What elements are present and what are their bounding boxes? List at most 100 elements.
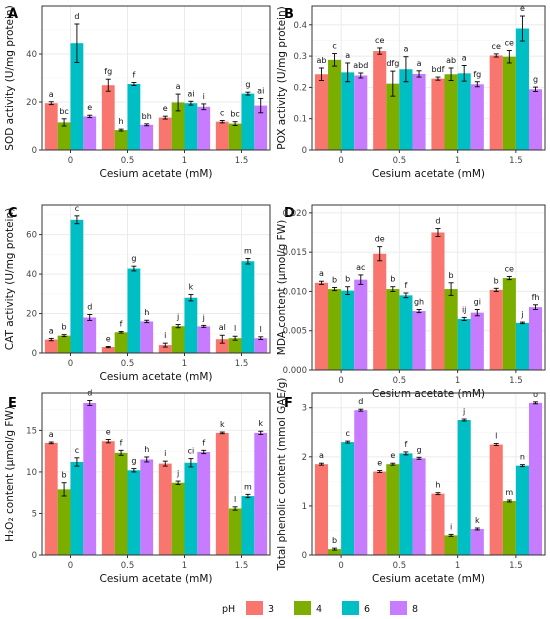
x-tick-label: 0 [68, 156, 73, 166]
bar-ph4-0.5 [386, 289, 400, 370]
bar-ph3-0.5 [373, 253, 387, 370]
significance-letter: i [164, 331, 166, 340]
bar-ph3-1.5 [489, 289, 503, 370]
bar-ph6-0 [70, 43, 84, 151]
bar-ph6-1 [184, 297, 198, 353]
bar-ph8-1 [197, 326, 211, 353]
significance-letter: n [520, 453, 525, 462]
bars-group: a e h l b e i m c f j n d g k o [314, 390, 543, 555]
bar-ph8-0 [83, 116, 97, 150]
bar-ph8-1.5 [254, 338, 268, 353]
bar-ph8-0.5 [412, 458, 426, 555]
y-axis-ticks: 0 20 40 [26, 50, 42, 156]
bar-ph6-0 [341, 72, 355, 150]
x-tick-label: 1 [182, 561, 187, 571]
significance-letter: dfg [386, 59, 399, 68]
y-tick-label: 0 [32, 146, 37, 156]
significance-letter: d [435, 217, 440, 226]
x-tick-label: 1.5 [235, 359, 249, 369]
significance-letter: e [163, 104, 168, 113]
significance-letter: h [144, 445, 149, 454]
bar-ph8-1.5 [528, 89, 543, 150]
significance-letter: i [164, 449, 166, 458]
bar-ph8-0.5 [412, 73, 426, 150]
bar-ph3-0 [44, 339, 58, 353]
panel-border [41, 204, 271, 354]
bar-ph8-1 [197, 451, 211, 555]
significance-letter: b [449, 271, 454, 280]
significance-letter: b [390, 275, 395, 284]
significance-letter: h [435, 481, 440, 490]
significance-letter: d [74, 12, 79, 21]
bar-ph6-1.5 [515, 465, 529, 555]
significance-letter: c [75, 446, 79, 455]
x-tick-label: 0 [338, 561, 343, 571]
x-tick-label: 0.5 [121, 561, 135, 571]
significance-letter: m [505, 488, 513, 497]
panel-border [311, 392, 546, 556]
significance-letter: d [87, 303, 92, 312]
bar-ph6-0.5 [399, 453, 413, 555]
y-axis-title: Total phenolic content (mmol GAE/g) [276, 378, 288, 572]
x-axis-title: Cesium acetate (mM) [99, 168, 212, 180]
bar-ph3-1.5 [215, 432, 229, 555]
bar-ph6-0.5 [399, 295, 413, 370]
bar-ph3-0.5 [101, 441, 115, 555]
significance-letter: a [345, 51, 350, 60]
significance-letter: a [462, 53, 467, 62]
significance-letter: j [520, 310, 523, 319]
x-axis-ticks: 0 0.5 1 1.5 [68, 353, 248, 369]
significance-letter: ij [462, 305, 466, 314]
bar-ph6-1 [457, 73, 471, 150]
significance-letter: b [332, 536, 337, 545]
significance-letter: j [176, 313, 179, 322]
x-tick-label: 1.5 [235, 156, 249, 166]
bar-ph8-0 [354, 75, 368, 150]
significance-letter: c [332, 42, 336, 51]
legend-swatch [246, 601, 263, 615]
significance-letter: k [220, 420, 225, 429]
bar-ph6-1 [184, 462, 198, 555]
significance-letter: al [219, 323, 226, 332]
y-tick-label: 20 [26, 98, 37, 108]
significance-letter: l [234, 324, 236, 333]
bar-ph3-1.5 [489, 444, 503, 555]
bar-ph3-1 [158, 345, 172, 353]
bar-ph4-1 [171, 102, 185, 150]
significance-letter: h [144, 308, 149, 317]
bar-ph3-0 [44, 103, 58, 150]
bar-ph4-0.5 [114, 332, 128, 353]
bar-ph8-1.5 [254, 105, 268, 150]
significance-letter: ce [492, 42, 501, 51]
significance-letter: ce [505, 265, 514, 274]
significance-letter: g [131, 254, 136, 263]
bar-ph8-0 [354, 279, 368, 370]
bar-ph3-0.5 [101, 85, 115, 150]
significance-letter: c [345, 429, 349, 438]
significance-letter: b [494, 276, 499, 285]
significance-letter: ac [356, 263, 365, 272]
y-axis-ticks: 0 20 40 60 [26, 231, 42, 359]
bar-ph4-1 [171, 326, 185, 353]
y-tick-label: 0.005 [283, 327, 307, 337]
x-tick-label: 0 [68, 561, 73, 571]
bar-ph6-1.5 [515, 322, 529, 370]
bar-ph3-1.5 [215, 339, 229, 353]
bar-ph3-0 [314, 74, 329, 150]
significance-letter: a [176, 82, 181, 91]
bar-ph6-1.5 [241, 93, 255, 150]
bar-ph6-0.5 [127, 470, 141, 555]
bar-ph6-1 [457, 318, 471, 370]
bar-ph8-0.5 [140, 459, 154, 555]
significance-letter: g [416, 445, 421, 454]
x-tick-label: 1 [182, 156, 187, 166]
x-tick-label: 0 [338, 156, 343, 166]
significance-letter: f [120, 319, 123, 328]
bar-ph4-1 [444, 74, 458, 150]
significance-letter: de [375, 235, 385, 244]
significance-letter: l [260, 325, 262, 334]
y-tick-label: 1 [302, 502, 307, 512]
significance-letter: j [202, 313, 205, 322]
